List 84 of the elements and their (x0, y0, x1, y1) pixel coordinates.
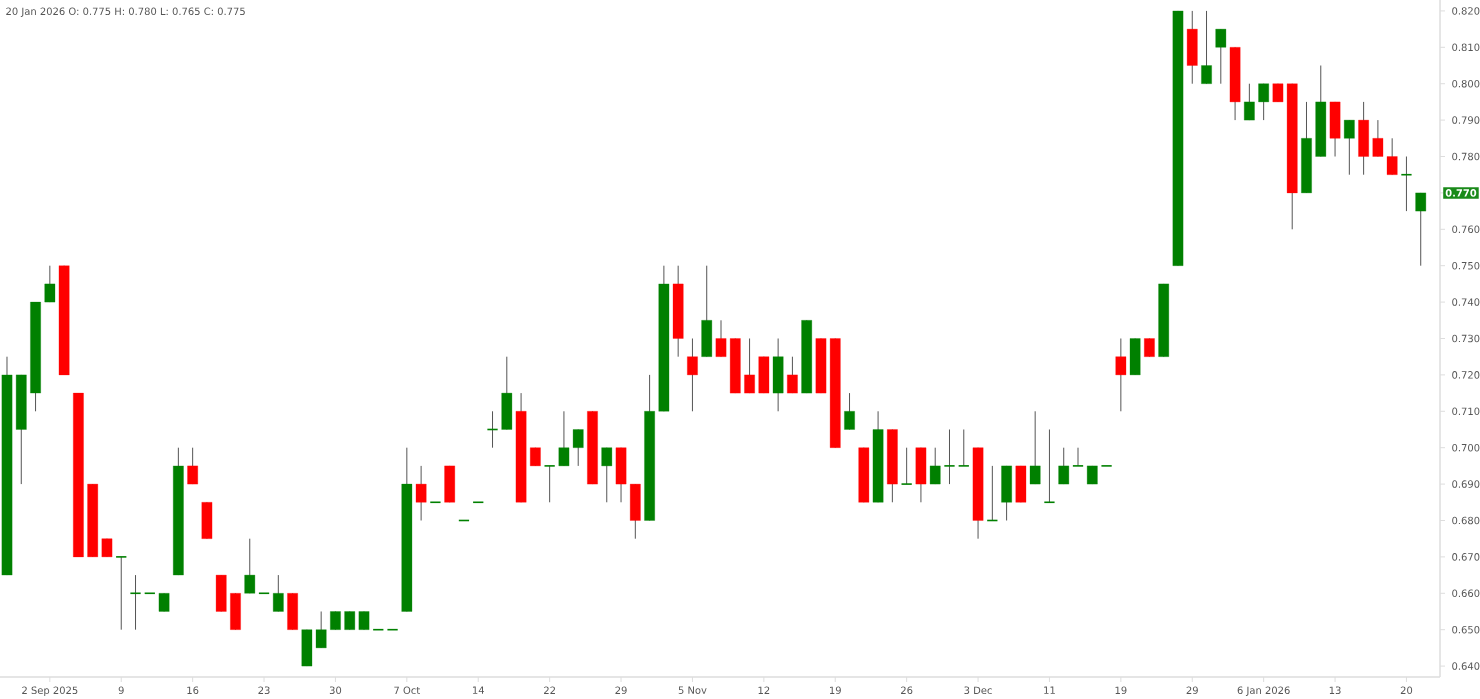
candlestick (244, 538, 256, 594)
candlestick (687, 338, 698, 412)
candlestick (1115, 338, 1127, 412)
candlestick (744, 338, 755, 394)
y-tick-label: 0.740 (1452, 298, 1480, 306)
candlestick (1372, 119, 1384, 157)
candlestick (1201, 10, 1212, 85)
candlestick (715, 319, 727, 358)
candlestick (957, 428, 970, 467)
y-tick-label: 0.650 (1452, 625, 1480, 634)
x-tick-label: 13 (1329, 686, 1341, 695)
x-tick-label: 2 Sep 2025 (22, 686, 78, 696)
candlestick (543, 465, 556, 503)
candlestick (601, 447, 613, 503)
candlestick (1244, 83, 1255, 121)
candlestick (1344, 119, 1355, 176)
candlestick (330, 610, 341, 631)
x-tick-label: 5 Nov (678, 686, 707, 694)
candlestick (273, 574, 284, 612)
candlestick (415, 465, 427, 521)
x-tick-label: 9 (118, 686, 124, 695)
x-tick-label: 19 (830, 686, 841, 695)
candlestick (101, 538, 113, 558)
y-tick-label: 0.790 (1452, 116, 1480, 124)
candlestick (1029, 410, 1041, 485)
y-tick-label: 0.670 (1452, 553, 1480, 561)
x-tick-label: 11 (1044, 686, 1055, 694)
x-tick-label: 7 Oct (394, 686, 420, 695)
y-tick-label: 0.710 (1452, 407, 1480, 416)
candlestick (344, 610, 356, 631)
y-tick-label: 0.810 (1452, 43, 1480, 52)
x-tick-label: 29 (1186, 686, 1198, 695)
candlestick (1043, 428, 1056, 504)
candlestick (787, 356, 798, 394)
y-tick-label: 0.780 (1452, 152, 1480, 161)
y-tick-label: 0.820 (1452, 7, 1480, 15)
candlestick (129, 574, 142, 631)
y-tick-label: 0.760 (1452, 225, 1480, 234)
y-tick-label: 0.730 (1452, 334, 1480, 343)
candlestick (572, 428, 584, 467)
y-tick-label: 0.690 (1452, 480, 1480, 488)
x-tick-label: 12 (758, 686, 770, 694)
candlestick (558, 410, 570, 467)
candlestick (943, 428, 956, 485)
candlestick (929, 447, 941, 485)
candlestick (1058, 447, 1070, 485)
candlestick (315, 610, 327, 649)
candlestick (358, 610, 370, 631)
y-tick-label: 0.680 (1452, 516, 1480, 525)
x-tick-label: 16 (187, 686, 199, 695)
x-tick-label: 19 (1115, 686, 1127, 695)
y-tick-label: 0.800 (1452, 79, 1480, 88)
candlestick (1272, 83, 1284, 103)
x-tick-label: 26 (901, 686, 913, 695)
y-tick-label: 0.750 (1452, 261, 1480, 270)
candlestick (1258, 83, 1269, 121)
candlestick (1415, 192, 1427, 267)
x-tick-label: 30 (329, 686, 342, 695)
y-tick-label: 0.640 (1452, 662, 1480, 670)
candlestick (900, 447, 913, 485)
candlestick (1386, 137, 1398, 176)
candlestick (1400, 156, 1413, 212)
x-tick-label: 3 Dec (964, 686, 992, 695)
x-tick-label: 14 (473, 686, 485, 694)
candlestick (1086, 465, 1098, 485)
candlestick (187, 447, 198, 485)
x-tick-label: 23 (258, 686, 270, 695)
candlestick (158, 592, 170, 612)
x-tick-label: 6 Jan 2026 (1237, 686, 1290, 696)
candlestick (44, 265, 56, 303)
y-tick-label: 0.720 (1452, 371, 1480, 379)
text: 0.770 (1445, 189, 1477, 197)
candlestick (530, 447, 541, 467)
candlestick (1215, 28, 1227, 85)
x-tick-label: 29 (615, 686, 627, 695)
y-tick-label: 0.700 (1452, 443, 1480, 452)
text: 20 Jan 2026 O: 0.775 H: 0.780 L: 0.765 C: 0.775 (6, 7, 245, 17)
x-tick-label: 22 (544, 686, 555, 694)
candlestick (1072, 447, 1084, 467)
candlestick (844, 392, 855, 430)
x-tick-label: 20 (1400, 686, 1413, 695)
y-tick-label: 0.660 (1452, 589, 1480, 598)
candlestick (1144, 338, 1155, 358)
candlestick (115, 556, 128, 631)
